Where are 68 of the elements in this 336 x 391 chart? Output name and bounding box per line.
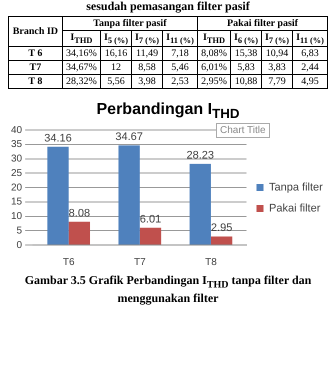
x-tick-label: I$_{11 (%)}$ [162,30,198,46]
data-label: 4,95 [292,74,328,88]
data-label: 6.01 [140,213,162,226]
y-tick-label: 30 [11,154,23,165]
data-label: 2,95% [198,74,230,88]
data-label: 3,98 [132,74,163,88]
data-label: 10,88 [230,74,262,88]
x-tick-label: T8 [205,256,218,268]
y-tick-label: 25 [11,168,23,180]
bar [68,222,90,245]
y-tick-label: 20 [11,182,23,194]
data-label: 5,46 [162,60,198,74]
chart-title: sesudah pemasangan filter pasif [85,0,251,14]
data-label: 2,53 [162,74,198,88]
data-label: 7,18 [162,46,198,60]
bar [47,146,69,245]
y-tick-label: 5 [16,226,23,237]
y-tick-label: T 6 [8,46,62,60]
data-label: 8.08 [68,207,90,220]
y-tick-label: 0 [16,240,23,251]
data-label: 10,94 [261,46,292,60]
y-tick-label: 15 [11,196,23,208]
text: Tanpa filter pasif [62,16,198,30]
data-label: 6,01% [198,60,230,74]
data-label: 16,16 [100,46,132,60]
y-tick-label: 40 [11,124,23,136]
text: Gambar 3.5 Grafik Perbandingan I$_{THD}$ tanpa filter dan menggunakan filter [24,273,312,306]
x-tick-label: I$_{5 (%)}$ [100,30,132,46]
data-label: 2,44 [292,60,328,74]
legend-label: Tanpa filter [269,182,324,194]
data-label: 3,83 [261,60,292,74]
x-tick-label: I$_{6 (%)}$ [230,30,262,46]
data-label: 34,67% [62,60,101,74]
text: Pakai filter pasif [198,16,328,30]
annotation: Chart Title [216,123,270,138]
y-tick-label: 35 [11,139,23,150]
data-label: 28.23 [186,150,214,162]
x-tick-label: I$_{11 (%)}$ [292,30,328,46]
x-tick-label: I$_{THD}$ [198,30,230,46]
data-label: 6,83 [292,46,328,60]
data-label: 15,38 [230,46,262,60]
x-tick-label: T6 [62,256,75,268]
bar [118,146,140,245]
bar [140,228,162,245]
legend-label: Pakai filter [269,202,321,215]
data-label: 8,58 [132,60,163,74]
data-label: 11,49 [132,46,163,60]
bar [210,236,232,245]
y-tick-label: T 8 [8,74,62,88]
data-label: 8,08% [198,46,230,60]
x-tick-label: T7 [134,256,146,268]
data-label: 34.16 [44,132,72,145]
data-label: 2.95 [210,222,232,234]
data-label: 5,83 [230,60,262,74]
data-label: 34,16% [62,46,101,60]
data-label: 5,56 [100,74,132,88]
data-label: 7,79 [261,74,292,88]
data-label: 12 [100,60,132,74]
data-label: 34.67 [115,131,143,144]
chart-title: Perbandingan I$_{THD}$ [96,101,240,122]
bar [190,164,211,245]
y-axis-title: Branch ID [8,16,62,46]
data-label: 28,32% [62,74,101,88]
y-tick-label: T7 [8,60,62,74]
x-tick-label: I$_{7 (%)}$ [261,30,292,46]
x-tick-label: I$_{THD}$ [62,30,101,46]
y-tick-label: 10 [11,211,23,222]
x-tick-label: I$_{7 (%)}$ [132,30,163,46]
